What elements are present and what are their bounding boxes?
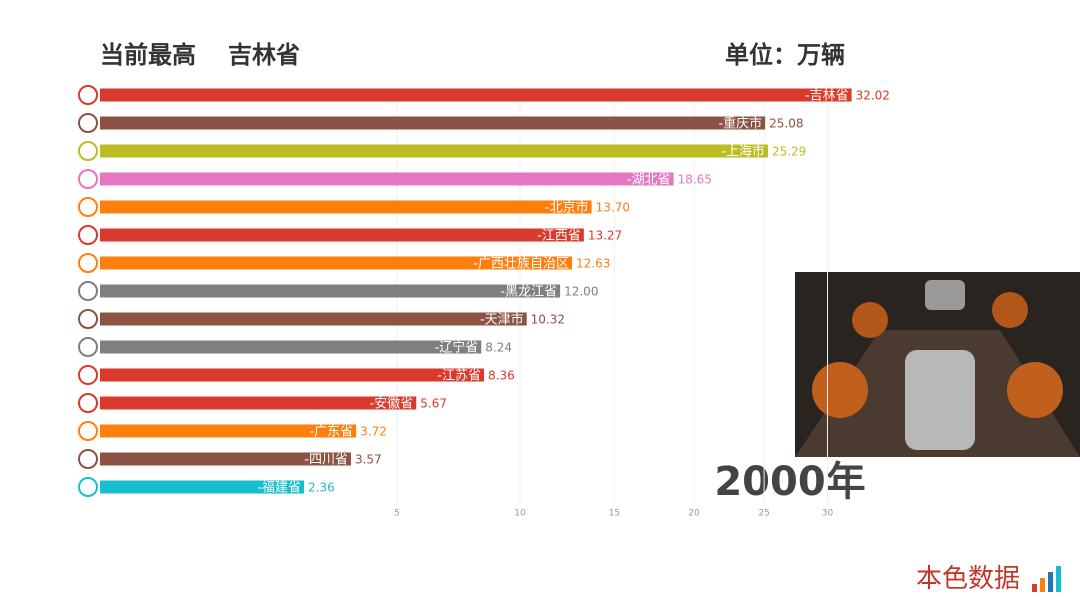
leader-name: 吉林省 [228, 41, 300, 69]
bar [100, 368, 485, 382]
logo-bar [1048, 572, 1053, 592]
x-tick-label: 10 [514, 509, 526, 519]
bar-category-label: -辽宁省 [435, 340, 479, 356]
row-marker [78, 225, 98, 245]
x-tick-label: 5 [394, 509, 400, 519]
value-label: 3.57 [355, 453, 382, 467]
brand: 本色数据 [916, 564, 1020, 594]
bar-category-label: -上海市 [721, 144, 765, 160]
bar [100, 228, 584, 242]
bar [100, 256, 573, 270]
row-marker [78, 421, 98, 441]
value-label: 5.67 [420, 397, 447, 411]
x-tick-label: 15 [609, 509, 620, 519]
value-label: 12.63 [576, 257, 610, 271]
row-marker [78, 113, 98, 133]
value-label: 10.32 [531, 313, 565, 327]
value-label: 2.36 [308, 481, 335, 495]
value-label: 25.08 [769, 117, 803, 131]
photo-car [905, 350, 975, 450]
row-marker [78, 365, 98, 385]
photo-robot [1007, 362, 1063, 418]
value-label: 8.36 [488, 369, 515, 383]
bar [100, 480, 305, 494]
bar [100, 340, 482, 354]
value-label: 13.27 [588, 229, 622, 243]
bar-category-label: -四川省 [304, 453, 348, 468]
logo-bar [1040, 578, 1045, 592]
chart-title: 当前最高 [100, 41, 196, 69]
brand-logo [1032, 566, 1061, 592]
bar-category-label: -黑龙江省 [500, 285, 557, 300]
value-label: 18.65 [678, 173, 712, 187]
bar [100, 172, 674, 186]
bar [100, 312, 527, 326]
photo-car-back [925, 280, 965, 310]
bar [100, 424, 357, 438]
row-marker [78, 477, 98, 497]
bar-category-label: -江苏省 [437, 368, 481, 384]
row-marker [78, 337, 98, 357]
bar-category-label: -重庆市 [718, 116, 762, 132]
value-label: 25.29 [772, 145, 806, 159]
photo-robot [992, 292, 1028, 328]
row-marker [78, 309, 98, 329]
row-marker [78, 141, 98, 161]
logo-bar [1032, 584, 1037, 592]
bar [100, 88, 852, 102]
row-marker [78, 253, 98, 273]
row-marker [78, 449, 98, 469]
bar-category-label: -江西省 [537, 229, 581, 244]
photo-robot [812, 362, 868, 418]
year-label: 2000年 [714, 459, 865, 505]
bar [100, 452, 351, 466]
bar-category-label: -吉林省 [805, 89, 849, 104]
value-label: 8.24 [485, 341, 512, 355]
bar-category-label: -广西壮族自治区 [473, 256, 569, 272]
bar [100, 144, 768, 158]
photo-robot [852, 302, 888, 338]
bar-category-label: -湖北省 [627, 173, 671, 188]
bar-category-label: -福建省 [257, 481, 301, 496]
bar [100, 396, 417, 410]
row-marker [78, 169, 98, 189]
value-label: 32.02 [856, 89, 890, 103]
row-marker [78, 393, 98, 413]
bar [100, 200, 592, 214]
row-marker [78, 197, 98, 217]
bar [100, 284, 561, 298]
photo [795, 272, 1080, 457]
row-marker [78, 281, 98, 301]
bar-category-label: -安徽省 [370, 397, 414, 412]
bar-category-label: -广东省 [309, 425, 353, 440]
bar-category-label: -北京市 [545, 200, 589, 216]
unit-label: 单位：万辆 [725, 41, 845, 69]
x-tick-label: 25 [758, 509, 769, 519]
value-label: 12.00 [564, 285, 598, 299]
row-marker [78, 85, 98, 105]
bar-category-label: -天津市 [480, 312, 524, 328]
logo-bar [1056, 566, 1061, 592]
x-tick-label: 20 [688, 509, 700, 519]
x-tick-label: 30 [822, 509, 834, 519]
value-label: 13.70 [596, 201, 630, 215]
bar [100, 116, 766, 130]
value-label: 3.72 [360, 425, 387, 439]
